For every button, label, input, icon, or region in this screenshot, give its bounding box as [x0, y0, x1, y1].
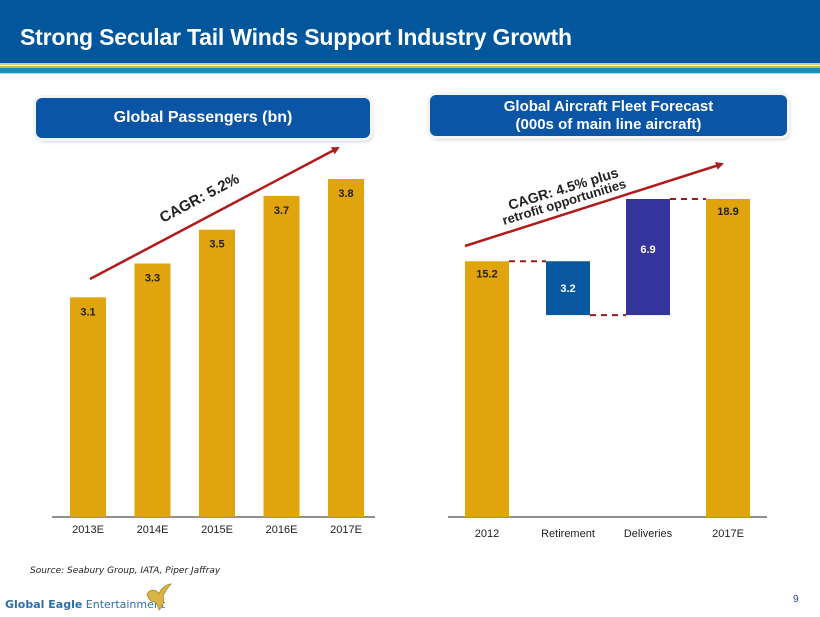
bar-label: 6.9 [640, 244, 655, 256]
bar-2016E [263, 195, 300, 517]
header-stripe [0, 66, 820, 68]
source-note: Source: Seabury Group, IATA, Piper Jaffr… [30, 566, 221, 576]
fleet-title-line1: Global Aircraft Fleet Forecast [503, 97, 714, 115]
bar-label: 3.2 [560, 283, 575, 295]
page-title: Strong Secular Tail Winds Support Indust… [20, 24, 572, 50]
fleet-title-line2: (000s of main line aircraft) [515, 115, 702, 133]
bar-label: 3.5 [209, 239, 224, 251]
fleet-panel-title: Global Aircraft Fleet Forecast (000s of … [430, 95, 787, 136]
page-number: 9 [793, 594, 799, 605]
x-tick-label: Retirement [541, 528, 595, 540]
trend-arrow [464, 162, 724, 248]
cagr-annotation: CAGR: 5.2% [157, 170, 242, 226]
bar-label: 15.2 [476, 268, 497, 280]
company-logo-text: Global Eagle Entertainment [5, 598, 165, 611]
x-tick-label: 2016E [266, 524, 298, 536]
eagle-logo-icon [146, 583, 172, 611]
x-tick-label: 2015E [201, 524, 233, 536]
trend-arrow [89, 146, 340, 281]
header-stripe [0, 68, 820, 73]
header-stripe [0, 73, 820, 74]
fleet-chart: 15.2 2012 3.2 Retirement 6.9 Deliveries 18.9 20… [448, 162, 767, 540]
bar-2014E [134, 263, 171, 517]
bar-2012 [465, 261, 509, 517]
bar-label: 3.3 [145, 273, 160, 285]
x-tick-label: 2012 [475, 528, 499, 540]
logo-bold: Global Eagle [5, 598, 83, 611]
bar-retirement [546, 261, 590, 316]
passengers-panel-title: Global Passengers (bn) [36, 98, 370, 138]
bar-label: 3.1 [80, 306, 95, 318]
logo-rest: Entertainment [82, 598, 166, 611]
x-tick-label: 2017E [712, 528, 744, 540]
header-bar [0, 0, 820, 63]
bar-label: 18.9 [717, 206, 738, 218]
header-stripe [0, 63, 820, 65]
x-tick-label: 2013E [72, 524, 104, 536]
bar-2017e [706, 199, 750, 517]
passengers-title-text: Global Passengers (bn) [113, 109, 293, 126]
passengers-chart: 3.1 2013E 3.3 2014E 3.5 2015E 3.7 2016E 3.8 2017E… [52, 146, 375, 536]
bar-2017E [328, 179, 364, 517]
header-stripe [0, 65, 820, 66]
bar-label: 3.7 [274, 205, 289, 217]
x-tick-label: 2014E [137, 524, 169, 536]
bar-label: 3.8 [338, 188, 353, 200]
bar-deliveries [626, 199, 670, 316]
bar-2013E [70, 297, 106, 517]
x-tick-label: Deliveries [624, 528, 673, 540]
bar-2015E [199, 229, 235, 517]
x-tick-label: 2017E [330, 524, 362, 536]
